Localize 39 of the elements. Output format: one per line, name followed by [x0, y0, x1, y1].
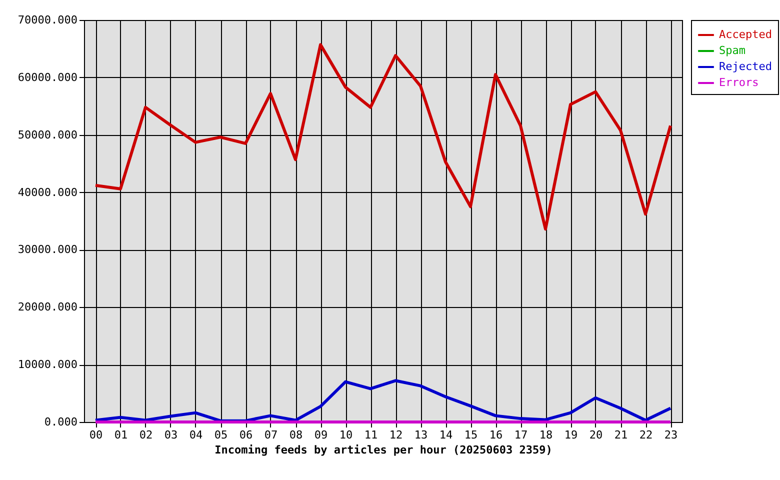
x-tick-label: 15 [464, 428, 478, 442]
legend-label: Rejected [719, 60, 772, 73]
x-tick-label: 14 [439, 428, 453, 442]
x-tick-label: 19 [564, 428, 578, 442]
x-tick-label: 20 [589, 428, 603, 442]
x-tick-label: 09 [314, 428, 328, 442]
legend-label: Errors [719, 76, 759, 89]
x-tick-label: 10 [339, 428, 353, 442]
y-tick-label: 30000.000 [18, 243, 78, 256]
x-tick-label: 16 [489, 428, 503, 442]
x-tick-label: 17 [514, 428, 528, 442]
line-series [94, 43, 672, 231]
x-tick-label: 13 [414, 428, 428, 442]
x-axis-title: Incoming feeds by articles per hour (20250603 2359) [214, 444, 552, 456]
x-tick-label: 21 [614, 428, 628, 442]
x-tick-label: 05 [214, 428, 228, 442]
legend-label: Accepted [719, 28, 772, 41]
x-tick-label: 02 [139, 428, 153, 442]
y-tick-label: 60000.000 [18, 70, 78, 84]
y-tick-label: 20000.000 [18, 300, 78, 314]
x-tick-label: 23 [664, 428, 678, 442]
x-tick-label: 07 [264, 428, 278, 442]
legend-label: Spam [719, 44, 746, 57]
line-series [94, 379, 672, 422]
y-tick-label: 50000.000 [18, 128, 78, 142]
y-tick-label: 10000.000 [18, 358, 78, 372]
x-tick-label: 06 [239, 428, 253, 442]
x-tick-label: 01 [114, 428, 128, 442]
y-tick-label: 0.000 [44, 416, 78, 428]
x-tick-label: 11 [364, 428, 378, 442]
x-tick-label: 00 [89, 428, 103, 442]
x-tick-label: 12 [389, 428, 403, 442]
x-tick-label: 04 [189, 428, 203, 442]
x-tick-label: 18 [539, 428, 553, 442]
y-tick-label: 70000.000 [18, 14, 78, 26]
x-tick-label: 03 [164, 428, 178, 442]
y-tick-label: 40000.000 [18, 186, 78, 199]
x-tick-label: 08 [289, 428, 303, 442]
x-tick-label: 22 [639, 428, 653, 442]
